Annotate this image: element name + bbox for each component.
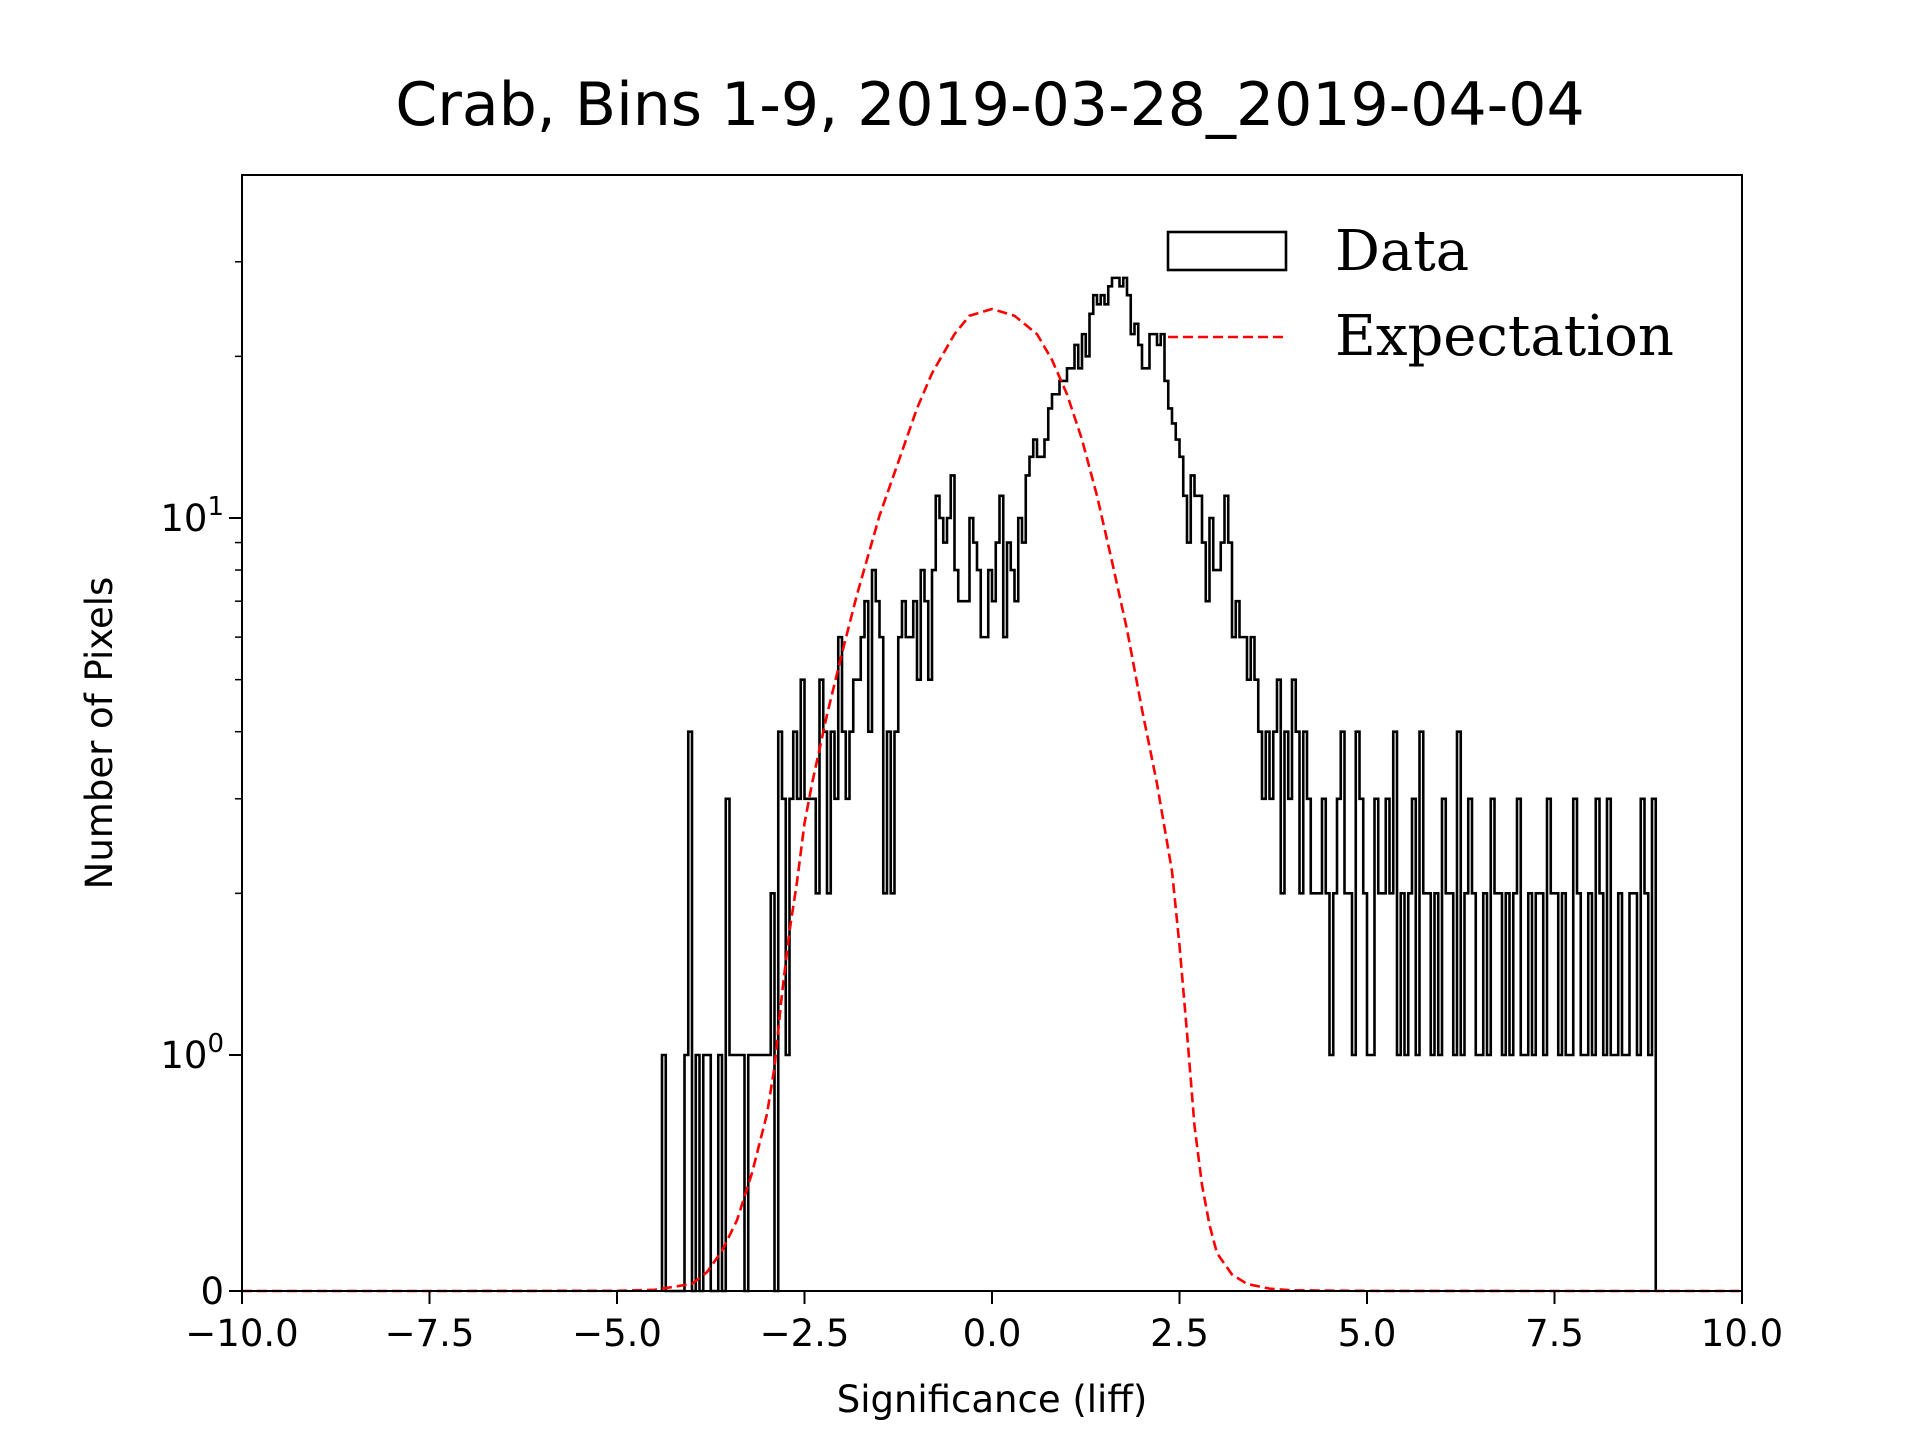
x-tick-label: 5.0 — [1338, 1312, 1397, 1355]
x-tick-label: −2.5 — [760, 1312, 850, 1355]
x-tick-label: 2.5 — [1150, 1312, 1209, 1355]
series-expectation-curve — [242, 307, 1742, 1293]
y-tick-label: 101 — [160, 492, 224, 540]
legend: Data Expectation — [1166, 219, 1674, 369]
y-tick-label: 0 — [200, 1270, 224, 1313]
x-tick-label: −5.0 — [572, 1312, 662, 1355]
chart-title: Crab, Bins 1-9, 2019-03-28_2019-04-04 — [395, 70, 1584, 140]
plot-area — [242, 276, 1742, 1293]
y-axis-label: Number of Pixels — [78, 577, 121, 890]
x-tick-label: −10.0 — [185, 1312, 298, 1355]
x-tick-label: 7.5 — [1525, 1312, 1584, 1355]
x-tick-label: 0.0 — [963, 1312, 1022, 1355]
legend-expectation-label: Expectation — [1335, 304, 1674, 369]
axes-frame — [241, 174, 1743, 1292]
x-tick-label: −7.5 — [385, 1312, 475, 1355]
legend-data-label: Data — [1335, 219, 1469, 284]
y-tick-label: 100 — [160, 1029, 224, 1077]
x-tick-label: 10.0 — [1701, 1312, 1783, 1355]
legend-data-swatch — [1166, 230, 1288, 272]
x-axis-label: Significance (liff) — [837, 1378, 1148, 1421]
axis-ticks: −10.0 −7.5 −5.0 −2.5 0.0 2.5 5.0 7.5 10.0 0 100 101 — [160, 261, 1783, 1355]
series-data-histogram — [660, 276, 1658, 1293]
